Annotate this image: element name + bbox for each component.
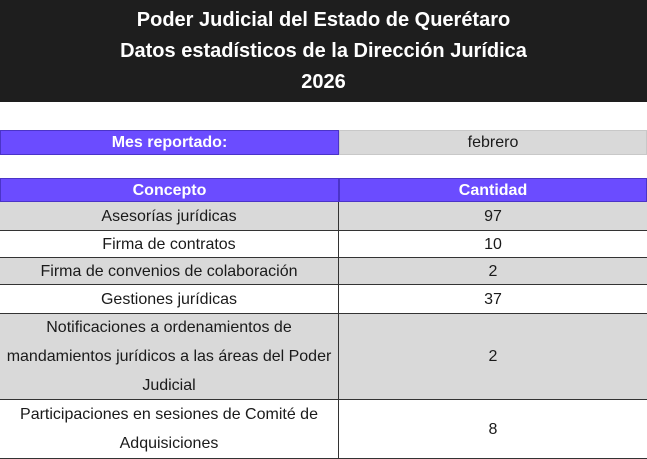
concepto-cell: Asesorías jurídicas <box>0 202 339 231</box>
table-row: Firma de convenios de colaboración 2 <box>0 258 647 285</box>
concepto-cell: Notificaciones a ordenamientos de mandam… <box>0 314 339 400</box>
concepto-cell: Firma de convenios de colaboración <box>0 258 339 285</box>
concepto-cell: Participaciones en sesiones de Comité de… <box>0 400 339 459</box>
header-subtitle: Datos estadísticos de la Dirección Juríd… <box>120 39 527 62</box>
cantidad-cell: 97 <box>339 202 647 231</box>
table-row: Notificaciones a ordenamientos de mandam… <box>0 314 647 400</box>
column-header-cantidad: Cantidad <box>339 178 647 202</box>
table-row: Firma de contratos 10 <box>0 231 647 258</box>
header-title: Poder Judicial del Estado de Querétaro <box>136 8 511 31</box>
cantidad-cell: 10 <box>339 231 647 258</box>
table-header: Concepto Cantidad <box>0 178 647 202</box>
cantidad-cell: 2 <box>339 258 647 285</box>
concepto-cell: Firma de contratos <box>0 231 339 258</box>
reported-month-label: Mes reportado: <box>0 130 339 155</box>
cantidad-cell: 8 <box>339 400 647 459</box>
table-row: Gestiones jurídicas 37 <box>0 285 647 314</box>
table-row: Asesorías jurídicas 97 <box>0 202 647 231</box>
table-row: Participaciones en sesiones de Comité de… <box>0 400 647 459</box>
cantidad-cell: 37 <box>339 285 647 314</box>
cantidad-cell: 2 <box>339 314 647 400</box>
column-header-concepto: Concepto <box>0 178 339 202</box>
reported-month-row: Mes reportado: febrero <box>0 130 647 155</box>
concepto-cell: Gestiones jurídicas <box>0 285 339 314</box>
header-year: 2026 <box>301 70 346 93</box>
report-header: Poder Judicial del Estado de Querétaro D… <box>0 0 647 102</box>
reported-month-value: febrero <box>339 130 647 155</box>
